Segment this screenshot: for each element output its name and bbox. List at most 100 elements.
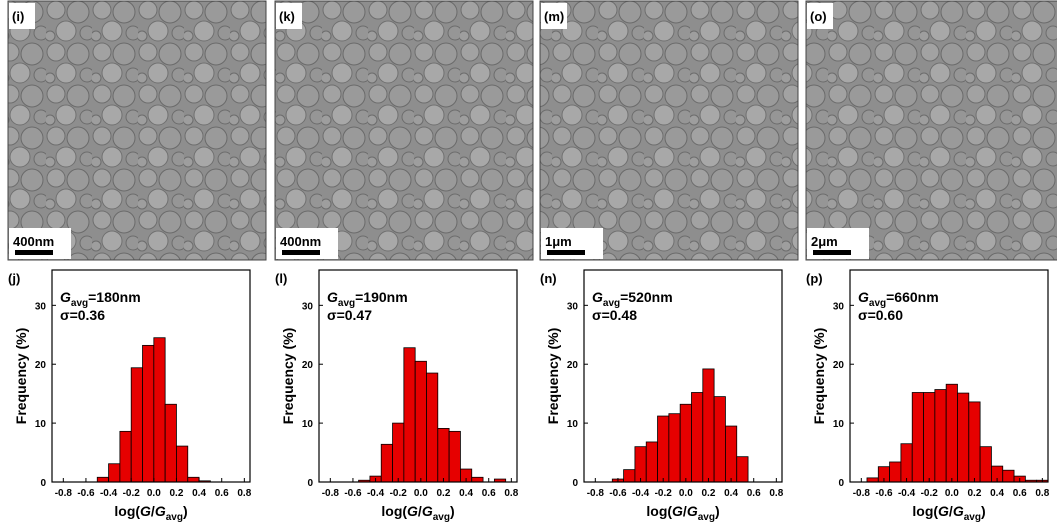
- x-tick-label: 0.0: [414, 488, 428, 499]
- x-tick-label: -0.4: [100, 488, 118, 499]
- y-tick-label: 0: [572, 478, 578, 489]
- bar: [691, 392, 702, 482]
- y-tick-label: 30: [833, 301, 845, 312]
- bar: [404, 348, 415, 482]
- bar: [980, 447, 991, 482]
- y-tick-label: 10: [833, 419, 845, 430]
- bar: [901, 444, 912, 482]
- x-tick-label: -0.4: [632, 488, 650, 499]
- x-tick-label: 0.6: [1013, 488, 1027, 499]
- x-tick-label: -0.8: [587, 488, 605, 499]
- annotation-symbol: G: [858, 289, 869, 305]
- y-tick-label: 10: [302, 419, 314, 430]
- panel-label: (k): [279, 9, 295, 24]
- bar: [131, 368, 142, 482]
- x-tick-label: -0.2: [390, 488, 408, 499]
- annotation-sigma: σ=0.48: [592, 307, 637, 323]
- annotation-text: =520nm: [620, 289, 673, 305]
- x-tick-label: -0.6: [609, 488, 627, 499]
- bar: [969, 402, 980, 482]
- x-label-part: log(: [114, 503, 140, 519]
- x-tick-label: 0.2: [968, 488, 982, 499]
- x-tick-label: 0.8: [769, 488, 783, 499]
- annotation: Gavg=190nm: [327, 289, 408, 309]
- annotation-symbol: G: [327, 289, 338, 305]
- scale-bar: [15, 250, 53, 255]
- scale-bar: [282, 250, 320, 255]
- x-label-part: avg: [698, 512, 715, 523]
- bar: [624, 470, 635, 482]
- x-label-part: G: [953, 503, 964, 519]
- bar: [669, 414, 680, 482]
- annotation: Gavg=520nm: [592, 289, 673, 309]
- y-tick-label: 20: [35, 360, 47, 371]
- annotation-sigma: σ=0.60: [858, 307, 903, 323]
- x-label-part: G: [422, 503, 433, 519]
- y-tick-label: 30: [35, 301, 47, 312]
- annotation-symbol: G: [60, 289, 71, 305]
- x-label-part: log(: [646, 503, 672, 519]
- annotation: Gavg=660nm: [858, 289, 939, 309]
- x-tick-label: -0.8: [55, 488, 73, 499]
- y-tick-label: 0: [40, 478, 46, 489]
- panel-label: (l): [275, 271, 287, 286]
- annotation-sigma: σ=0.47: [327, 307, 372, 323]
- x-tick-label: 0.0: [945, 488, 959, 499]
- bar: [472, 477, 483, 482]
- bar: [449, 431, 460, 482]
- x-tick-label: -0.2: [655, 488, 673, 499]
- panel-label: (i): [12, 9, 24, 24]
- sem-image: [540, 1, 798, 260]
- bar: [176, 446, 187, 482]
- bar: [1003, 470, 1014, 482]
- figure: (i)400nm(k)400nm(m)1μm(o)2μm(j)-0.8-0.6-…: [0, 0, 1057, 526]
- x-tick-label: 0.8: [1035, 488, 1049, 499]
- scale-bar-label: 2μm: [811, 234, 838, 249]
- bar: [426, 373, 437, 482]
- x-tick-label: 0.4: [724, 488, 738, 499]
- bar: [188, 477, 199, 482]
- panel-label: (j): [8, 271, 20, 286]
- x-tick-label: 0.6: [215, 488, 229, 499]
- panel-label: (n): [540, 271, 557, 286]
- annotation-text: =660nm: [886, 289, 939, 305]
- y-axis-label: Frequency (%): [811, 328, 827, 424]
- x-axis-label: log(G/Gavg): [646, 503, 719, 523]
- x-label-part: avg: [964, 512, 981, 523]
- x-label-part: G: [140, 503, 151, 519]
- bar: [120, 431, 131, 482]
- x-tick-label: -0.4: [367, 488, 385, 499]
- bar: [393, 423, 404, 482]
- x-tick-label: 0.8: [504, 488, 518, 499]
- x-tick-label: 0.2: [702, 488, 716, 499]
- x-tick-label: -0.2: [123, 488, 141, 499]
- scale-bar-label: 400nm: [280, 234, 321, 249]
- x-axis-label: log(G/Gavg): [381, 503, 454, 523]
- scale-bar: [813, 250, 851, 255]
- y-axis-label: Frequency (%): [280, 328, 296, 424]
- x-label-part: avg: [166, 512, 183, 523]
- y-tick-label: 0: [838, 478, 844, 489]
- sem-image: [806, 1, 1057, 260]
- bar: [680, 404, 691, 482]
- scale-bar: [547, 250, 585, 255]
- annotation-text: =180nm: [88, 289, 141, 305]
- x-label-part: log(: [381, 503, 407, 519]
- x-tick-label: 0.0: [679, 488, 693, 499]
- x-label-part: avg: [433, 512, 450, 523]
- x-tick-label: -0.2: [921, 488, 939, 499]
- y-tick-label: 20: [302, 360, 314, 371]
- sem-image: [275, 1, 533, 260]
- scale-bar-label: 1μm: [545, 234, 572, 249]
- x-tick-label: 0.8: [237, 488, 251, 499]
- x-label-part: ): [183, 503, 188, 519]
- x-tick-label: -0.8: [322, 488, 340, 499]
- bar: [703, 369, 714, 482]
- x-label-part: ): [981, 503, 986, 519]
- scale-bar-label: 400nm: [13, 234, 54, 249]
- bar: [415, 361, 426, 482]
- x-axis-label: log(G/Gavg): [912, 503, 985, 523]
- bar: [737, 457, 748, 482]
- x-tick-label: -0.4: [898, 488, 916, 499]
- panel-label: (m): [544, 9, 564, 24]
